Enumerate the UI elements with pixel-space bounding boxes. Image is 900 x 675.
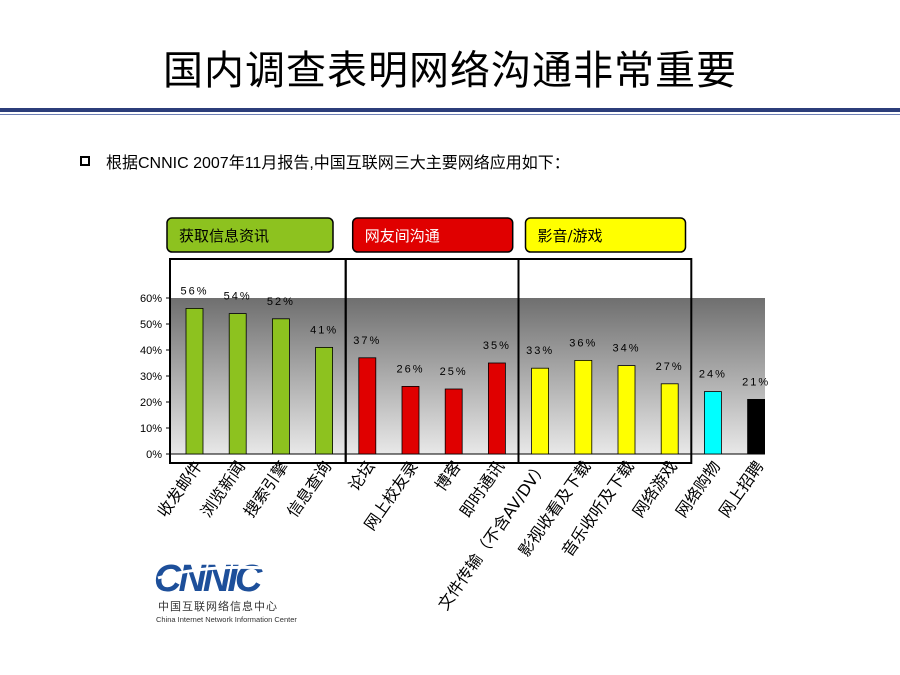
bar — [747, 398, 765, 455]
bar-value-label: 56% — [180, 285, 208, 297]
bar-value-label: 24% — [699, 369, 727, 381]
group-frame — [517, 258, 693, 464]
bar — [704, 391, 722, 455]
y-tick-label: 30% — [140, 371, 162, 383]
bar-value-label: 27% — [656, 361, 684, 373]
bar — [228, 313, 247, 455]
group-label: 获取信息资讯 — [179, 227, 269, 245]
bar — [401, 385, 420, 455]
bar — [660, 383, 679, 455]
title-rule — [0, 108, 900, 112]
bar-value-label: 21% — [742, 376, 770, 388]
group-label: 网友间沟通 — [365, 227, 440, 245]
group-label-box — [524, 217, 687, 253]
bullet-row: 根据CNNIC 2007年11月报告,中国互联网三大主要网络应用如下： — [80, 149, 570, 173]
group-label-box — [351, 217, 514, 253]
bar-value-label: 36% — [569, 337, 597, 349]
group-label-box — [166, 217, 334, 253]
y-tick-label: 50% — [140, 319, 162, 331]
bar-value-label: 35% — [483, 340, 511, 352]
bar-value-label: 34% — [612, 343, 640, 355]
bar-value-label: 41% — [310, 324, 338, 336]
bullet-text: 根据CNNIC 2007年11月报告,中国互联网三大主要网络应用如下： — [106, 155, 570, 172]
y-tick-label: 40% — [140, 345, 162, 357]
bar-value-label: 33% — [526, 345, 554, 357]
y-tick-label: 20% — [140, 397, 162, 409]
slide-title: 国内调查表明网络沟通非常重要 — [163, 48, 737, 94]
bar — [358, 357, 377, 455]
title-rule-thin — [0, 114, 900, 115]
bullet-square-icon — [80, 156, 90, 166]
bar — [487, 362, 506, 455]
bar — [444, 388, 463, 455]
bar — [574, 359, 593, 455]
bar — [271, 318, 290, 455]
x-tick-label: 网上招聘 — [715, 457, 767, 520]
bar — [617, 365, 636, 455]
bar-value-label: 37% — [353, 335, 381, 347]
bar-value-label: 52% — [267, 296, 295, 308]
bar-value-label: 26% — [396, 363, 424, 375]
logo-cn-name: 中国互联网络信息中心 — [158, 600, 278, 613]
y-tick-label: 10% — [140, 423, 162, 435]
y-tick-label: 60% — [140, 293, 162, 305]
bar-value-label: 25% — [440, 366, 468, 378]
group-label: 影音/游戏 — [538, 227, 603, 245]
bar-value-label: 54% — [224, 291, 252, 303]
y-tick-label: 0% — [146, 449, 162, 461]
logo-wordmark: CNNIC — [154, 560, 263, 598]
x-tick-label: 信息查询 — [283, 457, 335, 520]
bar — [315, 346, 334, 455]
logo-en-name: China Internet Network Information Cente… — [156, 615, 297, 624]
cnnic-logo: CNNIC — [154, 560, 297, 598]
bar — [531, 367, 549, 455]
bar — [185, 307, 204, 455]
